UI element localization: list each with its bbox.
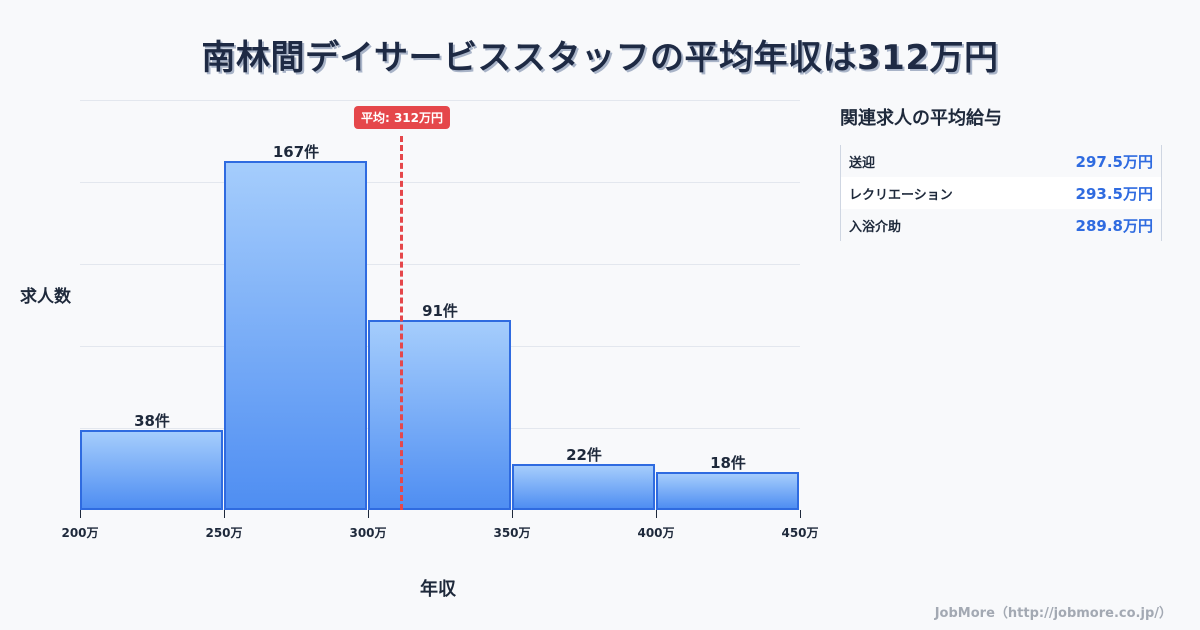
gridline <box>80 182 800 183</box>
job-name: 入浴介助 <box>849 219 902 235</box>
x-tick <box>656 510 657 518</box>
histogram-bar[interactable] <box>80 430 223 510</box>
x-tick <box>368 510 369 518</box>
x-tick-label: 450万 <box>781 526 819 540</box>
bar-value-label: 91件 <box>422 302 458 320</box>
histogram-plot: 38件 167件 91件 22件 18件 平均: 312万円 <box>80 100 800 510</box>
related-salary-row: 入浴介助 289.8万円 <box>841 209 1161 241</box>
histogram-bar[interactable] <box>224 161 367 510</box>
related-salary-row: 送迎 297.5万円 <box>841 145 1161 177</box>
related-salary-table: 送迎 297.5万円 レクリエーション 293.5万円 入浴介助 289.8万円 <box>840 145 1162 241</box>
histogram-bar[interactable] <box>512 464 655 510</box>
x-tick-label: 200万 <box>61 526 99 540</box>
x-axis-label: 年収 <box>420 579 456 600</box>
x-tick <box>800 510 801 518</box>
x-tick-label: 400万 <box>637 526 675 540</box>
histogram-bar[interactable] <box>368 320 511 510</box>
job-salary: 289.8万円 <box>1075 216 1153 235</box>
gridline <box>80 100 800 101</box>
job-salary: 297.5万円 <box>1075 152 1153 171</box>
gridline <box>80 264 800 265</box>
job-name: レクリエーション <box>849 187 953 203</box>
x-tick <box>512 510 513 518</box>
average-line <box>400 136 403 510</box>
bar-value-label: 22件 <box>566 446 602 464</box>
bar-value-label: 167件 <box>272 143 320 161</box>
x-tick-label: 300万 <box>349 526 387 540</box>
bar-value-label: 18件 <box>710 454 746 472</box>
bar-value-label: 38件 <box>134 412 170 430</box>
y-axis-label: 求人数 <box>20 287 71 307</box>
related-salary-row: レクリエーション 293.5万円 <box>841 177 1161 209</box>
source-credit: JobMore（http://jobmore.co.jp/） <box>934 606 1172 621</box>
x-tick-label: 350万 <box>493 526 531 540</box>
job-name: 送迎 <box>849 155 876 171</box>
histogram-bar[interactable] <box>656 472 799 510</box>
x-tick <box>224 510 225 518</box>
x-tick-label: 250万 <box>205 526 243 540</box>
page-title: 南林間デイサービススタッフの平均年収は312万円 <box>201 38 999 78</box>
x-tick <box>80 510 81 518</box>
job-salary: 293.5万円 <box>1075 184 1153 203</box>
average-badge: 平均: 312万円 <box>353 106 451 129</box>
related-salary-title: 関連求人の平均給与 <box>840 108 1002 129</box>
